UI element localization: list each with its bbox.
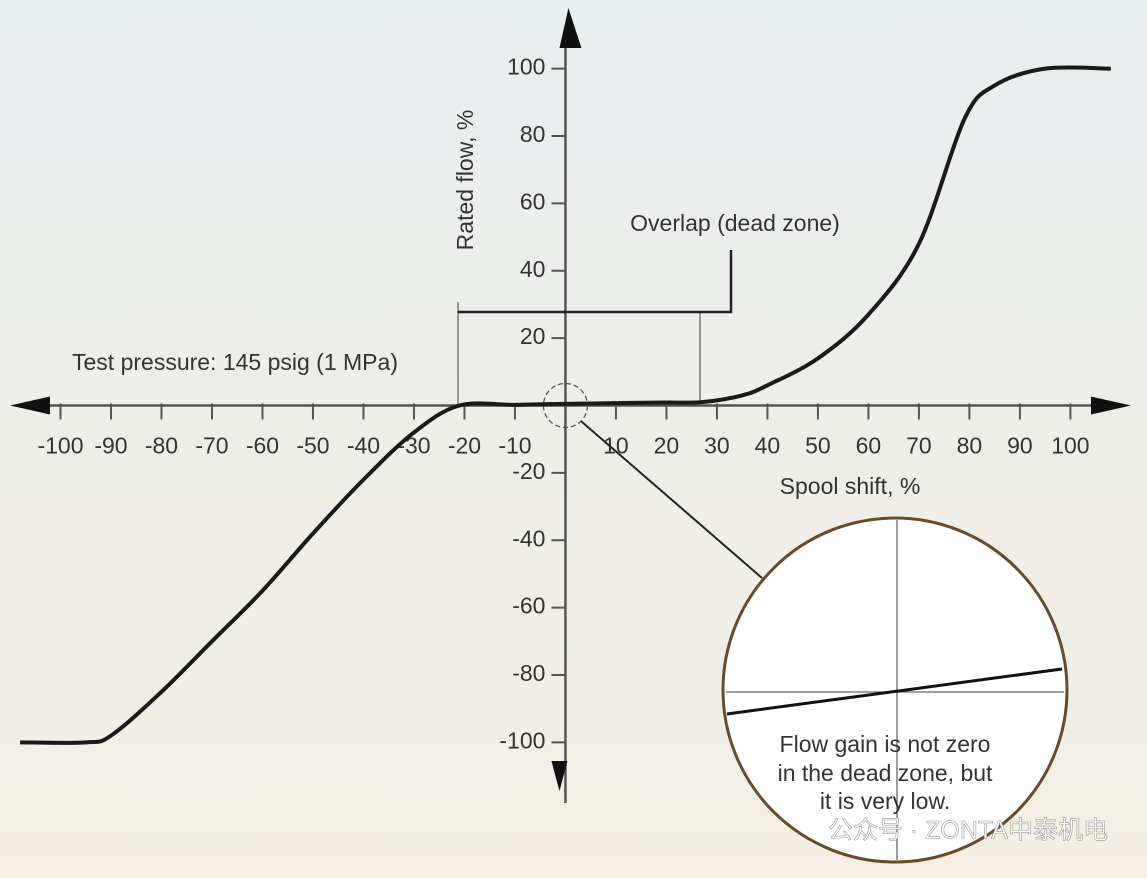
x-tick-label: 60 <box>856 433 882 459</box>
x-axis-label: Spool shift, % <box>780 473 921 499</box>
arrow <box>1091 396 1131 415</box>
y-tick-label: -80 <box>512 660 545 686</box>
inset-text: in the dead zone, but <box>778 760 993 786</box>
x-tick-label: -30 <box>397 433 430 459</box>
y-tick-label: 80 <box>520 121 546 147</box>
x-tick-label: 20 <box>654 433 680 459</box>
x-tick-label: 80 <box>957 433 983 459</box>
inset-curve <box>726 667 1063 716</box>
x-tick-label: -40 <box>347 433 380 459</box>
x-tick-label: 30 <box>704 433 730 459</box>
x-tick-label: -50 <box>296 433 329 459</box>
x-tick-label: 40 <box>755 433 781 459</box>
x-tick-label: -90 <box>94 433 127 459</box>
annotation: Overlap (dead zone) <box>630 210 840 236</box>
y-tick-label: 60 <box>520 188 546 214</box>
y-tick-label: 40 <box>520 256 546 282</box>
x-tick-label: 10 <box>603 433 629 459</box>
inset-text: it is very low. <box>820 788 950 814</box>
x-tick-label: -80 <box>145 433 178 459</box>
x-tick-label: -70 <box>195 433 228 459</box>
x-tick-label: -60 <box>246 433 279 459</box>
arrow <box>559 8 582 48</box>
inset-text: Flow gain is not zero <box>780 731 991 757</box>
arrow <box>551 761 568 791</box>
watermark: 公众号 · ZONTA中泰机电 <box>828 817 1108 845</box>
y-tick-label: 20 <box>520 323 546 349</box>
x-tick-label: -20 <box>448 433 481 459</box>
x-tick-label: 100 <box>1051 433 1089 459</box>
arrow <box>10 396 50 415</box>
x-tick-label: 90 <box>1007 433 1033 459</box>
y-tick-label: -40 <box>512 525 545 551</box>
plot: -100 -90 -80 -70 -60 -50 -40 -30 -20 -10 10 20 30 40 5… <box>10 8 1131 864</box>
y-tick-label: -100 <box>499 727 545 753</box>
leader <box>580 420 763 579</box>
x-tick-label: -100 <box>37 433 83 459</box>
x-tick-label: 50 <box>805 433 831 459</box>
bracket <box>458 250 733 314</box>
annotation: Test pressure: 145 psig (1 MPa) <box>72 349 398 375</box>
y-tick-label: -60 <box>512 593 545 619</box>
curve <box>20 65 1111 745</box>
x-tick-label: 70 <box>906 433 932 459</box>
inset <box>721 516 1069 864</box>
y-tick-label: 100 <box>507 54 545 80</box>
x-tick-label: -10 <box>498 433 531 459</box>
y-axis-label: Rated flow, % <box>452 110 478 251</box>
y-tick-label: -20 <box>512 458 545 484</box>
